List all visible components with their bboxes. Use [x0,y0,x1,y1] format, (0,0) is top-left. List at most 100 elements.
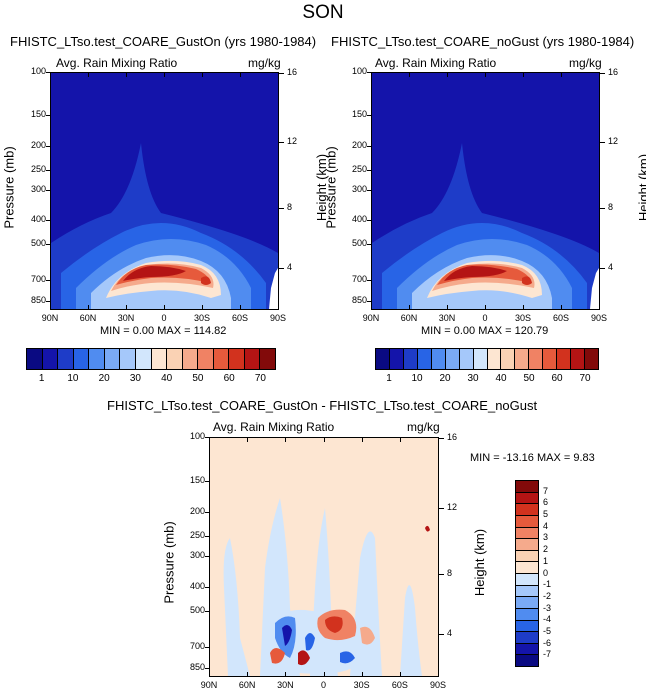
panel1-max-value: 114.82 [193,325,227,337]
panel3-stats: MIN = -13.16 MAX = 9.83 [470,452,595,464]
panel3-colorbar-swatch [516,655,538,666]
panel3-y2tick-label: 16 [447,432,458,443]
panel2-contour [372,73,599,309]
panel1-xtick-label: 60N [79,313,97,323]
panel2-ytick-mark [367,244,371,246]
panel3-ytick-label: 300 [189,549,205,560]
panel2-xtick-top-mark [485,72,486,77]
panel2-colorbar-swatch [515,349,530,369]
panel2-colorbar-label: 50 [523,373,535,384]
panel1-xtick-mark [240,305,241,310]
panel1-ytick-label: 500 [30,238,46,249]
panel3-y2tick-mark [439,438,444,440]
panel3-ytick-mark [205,610,209,612]
panel3-ytick-mark [205,646,209,648]
panel3-ytick-mark [205,535,209,537]
panel2-ytick-mark [367,300,371,302]
panel1-xtick-label: 90N [41,313,59,323]
panel3-ytick-label: 700 [189,640,205,651]
panel3-colorbar-label: 1 [543,555,549,566]
panel2-variable: Avg. Rain Mixing Ratio [375,56,497,70]
panel3-xtick-mark [209,672,210,677]
panel1-colorbar-swatch [167,349,183,369]
panel2-xtick-mark [523,305,524,310]
panel2-colorbar-swatch [445,349,460,369]
panel3-xtick-top-mark [247,437,249,442]
panel1-colorbar-swatch [151,349,168,369]
panel3-y2tick-mark [439,634,444,636]
panel1-xtick-top-mark [50,72,51,77]
panel1-ytick-label: 200 [30,140,46,151]
panel2-ytick-label: 150 [351,109,367,120]
panel1-xtick-top-mark [202,72,203,77]
panel1-colorbar-label: 10 [67,373,79,384]
panel2-xtick-label: 90N [362,313,380,323]
panel1-plot [50,72,279,310]
panel3-units: mg/kg [407,420,440,434]
panel2-ytick-label: 300 [351,183,367,194]
panel3-y2tick-mark [439,574,444,576]
panel1-contour [51,73,278,309]
panel1-y2tick-label: 12 [287,136,298,147]
panel2-colorbar-label: 70 [579,373,591,384]
panel3-colorbar-label: 2 [543,544,549,555]
panel2-colorbar-swatch [529,349,544,369]
panel1-colorbar-swatch [58,349,74,369]
panel3-colorbar-swatch [516,562,538,574]
panel2-ytick-mark [367,189,371,191]
panel3-ytick-mark [205,586,209,588]
panel3-colorbar-swatch [516,492,538,505]
panel1-colorbar-swatch [120,349,136,369]
panel1-xtick-label: 30S [193,313,210,323]
panel1-ytick-label: 400 [30,214,46,225]
panel3-colorbar-swatch [516,515,538,528]
panel3-ytick-label: 200 [189,505,205,516]
panel2-colorbar-label: 1 [386,373,392,384]
panel2-xtick-top-mark [447,72,448,77]
panel3-xtick-label: 90S [429,680,446,690]
panel1-ytick-label: 300 [30,183,46,194]
panel3-xtick-mark [438,672,439,677]
panel3-colorbar-label: -4 [543,614,552,625]
panel3-ytick-mark [205,480,209,482]
panel2-xtick-mark [409,305,410,310]
panel2-colorbar-swatch [459,349,474,369]
panel3-colorbar-label: -3 [543,602,552,613]
panel1-xtick-top-mark [126,72,127,77]
panel2-ytick-mark [367,115,371,117]
panel3-colorbar-label: 4 [543,520,549,531]
panel1-ylabel: Pressure (mb) [1,146,17,229]
panel2-xtick-top-mark [561,72,562,77]
panel1-ytick-label: 850 [30,294,46,305]
panel2-y2tick-mark [600,142,605,144]
panel2-ytick-mark [367,220,371,222]
panel1-y2tick-label: 16 [287,67,298,78]
panel3-ytick-mark [205,667,209,669]
panel1-ytick-mark [46,146,50,148]
panel3-max-label: MAX = [536,452,571,464]
panel2-units: mg/kg [569,56,602,70]
panel3-xtick-label: 30N [277,680,294,690]
panel1-ytick-mark [46,220,50,222]
panel3-colorbar-swatch [516,608,538,621]
panel3-xtick-label: 60N [238,680,256,690]
panel3-colorbar [515,480,539,667]
panel1-xtick-mark [88,305,89,310]
panel2-colorbar-swatch [487,349,502,369]
panel1-variable: Avg. Rain Mixing Ratio [56,56,178,70]
panel1-y2tick-mark [279,142,284,144]
panel1-colorbar-swatch [27,349,43,369]
panel1-max-label: MAX = [157,325,191,337]
panel3-title: FHISTC_LTso.test_COARE_GustOn - FHISTC_L… [107,398,538,413]
panel3-contour [210,438,438,676]
panel3-colorbar-swatch [516,597,538,609]
panel2-y2tick-label: 4 [608,261,614,272]
panel1-colorbar-swatch [89,349,105,369]
panel1-ytick-label: 150 [30,109,46,120]
panel2-ytick-label: 400 [351,214,367,225]
panel1-xtick-top-mark [278,72,279,77]
panel3-colorbar-label: -1 [543,579,552,590]
panel2-colorbar-label: 20 [439,373,451,384]
panel3-xtick-top-mark [285,437,287,442]
panel3-colorbar-swatch [516,632,538,644]
